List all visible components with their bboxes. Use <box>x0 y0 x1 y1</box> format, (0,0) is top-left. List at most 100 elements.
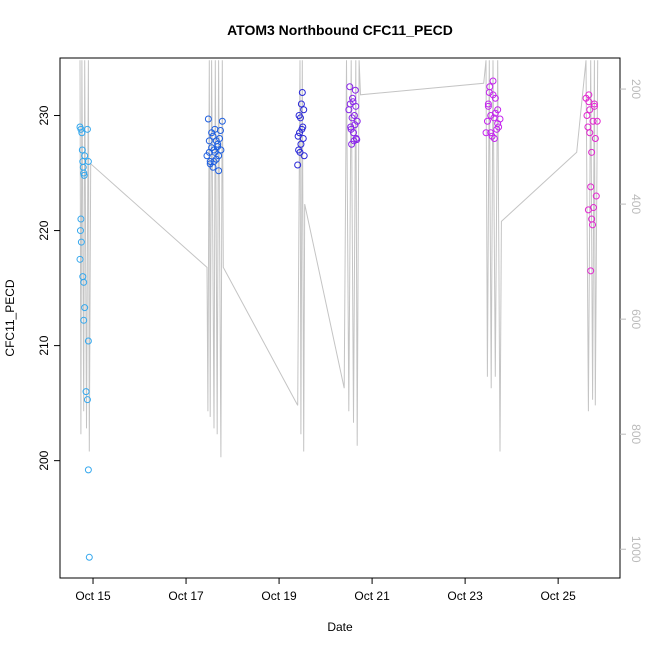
data-point <box>211 148 219 156</box>
data-point <box>81 152 89 160</box>
data-point <box>589 221 597 229</box>
data-point <box>589 117 597 125</box>
data-point <box>77 215 85 223</box>
data-point <box>203 152 211 160</box>
y-tick-label: 230 <box>37 105 51 125</box>
data-point <box>483 117 491 125</box>
data-point <box>586 106 594 114</box>
data-point <box>297 140 305 148</box>
data-point <box>495 123 503 131</box>
chart-title: ATOM3 Northbound CFC11_PECD <box>227 22 453 38</box>
data-point <box>78 129 86 137</box>
y2-tick-label: 600 <box>629 309 643 329</box>
data-point <box>587 267 595 275</box>
data-point <box>584 206 592 214</box>
data-point <box>81 304 89 312</box>
data-point <box>80 316 88 324</box>
x-tick-label: Oct 15 <box>75 589 111 603</box>
data-point <box>591 135 599 143</box>
data-point <box>348 140 356 148</box>
data-point <box>206 160 214 168</box>
x-tick-label: Oct 21 <box>354 589 390 603</box>
data-point <box>486 83 494 91</box>
data-point <box>482 129 490 137</box>
data-point <box>348 114 356 122</box>
data-point <box>76 255 84 263</box>
data-point <box>592 192 600 200</box>
data-point <box>85 553 93 561</box>
data-point <box>218 117 226 125</box>
data-point <box>215 167 223 175</box>
data-point <box>84 337 92 345</box>
data-point <box>300 106 308 114</box>
data-point <box>205 137 213 145</box>
x-axis-label: Date <box>327 620 353 634</box>
y2-tick-label: 200 <box>629 79 643 99</box>
data-point <box>353 136 361 144</box>
data-point <box>204 115 212 123</box>
data-point <box>349 98 357 106</box>
y2-tick-label: 1000 <box>629 536 643 563</box>
data-point <box>350 112 358 120</box>
data-point <box>212 155 220 163</box>
data-point <box>347 125 355 133</box>
data-point <box>80 171 88 179</box>
data-point <box>593 117 601 125</box>
y-tick-label: 200 <box>37 450 51 470</box>
x-tick-label: Oct 19 <box>261 589 297 603</box>
data-point <box>349 94 357 102</box>
data-point <box>590 102 598 110</box>
data-point <box>484 102 492 110</box>
data-point <box>487 129 495 137</box>
data-point <box>489 77 497 85</box>
data-point <box>77 238 85 246</box>
data-point <box>80 278 88 286</box>
y-tick-label: 210 <box>37 335 51 355</box>
data-point <box>78 146 86 154</box>
data-point <box>298 89 306 97</box>
data-point <box>77 125 85 133</box>
data-point <box>216 126 224 134</box>
data-point <box>297 100 305 108</box>
data-point <box>484 100 492 108</box>
data-point <box>353 117 361 125</box>
data-point <box>491 94 499 102</box>
data-point <box>494 106 502 114</box>
data-point <box>494 120 502 128</box>
data-point <box>82 388 90 396</box>
data-point <box>83 396 91 404</box>
data-point <box>206 158 214 166</box>
data-point <box>295 112 303 120</box>
data-point <box>586 129 594 137</box>
data-point <box>84 158 92 166</box>
data-point <box>583 112 591 120</box>
data-point <box>296 148 304 156</box>
x-tick-label: Oct 23 <box>447 589 483 603</box>
data-point <box>588 148 596 156</box>
data-point <box>351 86 359 94</box>
data-point <box>83 125 91 133</box>
data-point <box>84 466 92 474</box>
data-point <box>488 132 496 140</box>
axes: Oct 15 Oct 17 Oct 19 Oct 21 Oct 23 Oct 25 200 2… <box>37 79 643 603</box>
plot-box <box>59 57 621 579</box>
line-layer <box>79 60 599 458</box>
data-point <box>585 98 593 106</box>
data-point <box>298 125 306 133</box>
data-point <box>490 135 498 143</box>
data-point <box>209 132 217 140</box>
data-point <box>489 91 497 99</box>
data-point <box>210 158 218 166</box>
y-axis-label: CFC11_PECD <box>3 279 17 356</box>
data-point <box>294 132 302 140</box>
data-point <box>296 129 304 137</box>
x-tick-label: Oct 17 <box>168 589 204 603</box>
data-point <box>300 152 308 160</box>
data-point <box>214 143 222 151</box>
data-point <box>76 227 84 235</box>
data-point <box>346 83 354 91</box>
x-tick-label: Oct 25 <box>540 589 576 603</box>
y2-tick-label: 800 <box>629 424 643 444</box>
data-point <box>294 161 302 169</box>
